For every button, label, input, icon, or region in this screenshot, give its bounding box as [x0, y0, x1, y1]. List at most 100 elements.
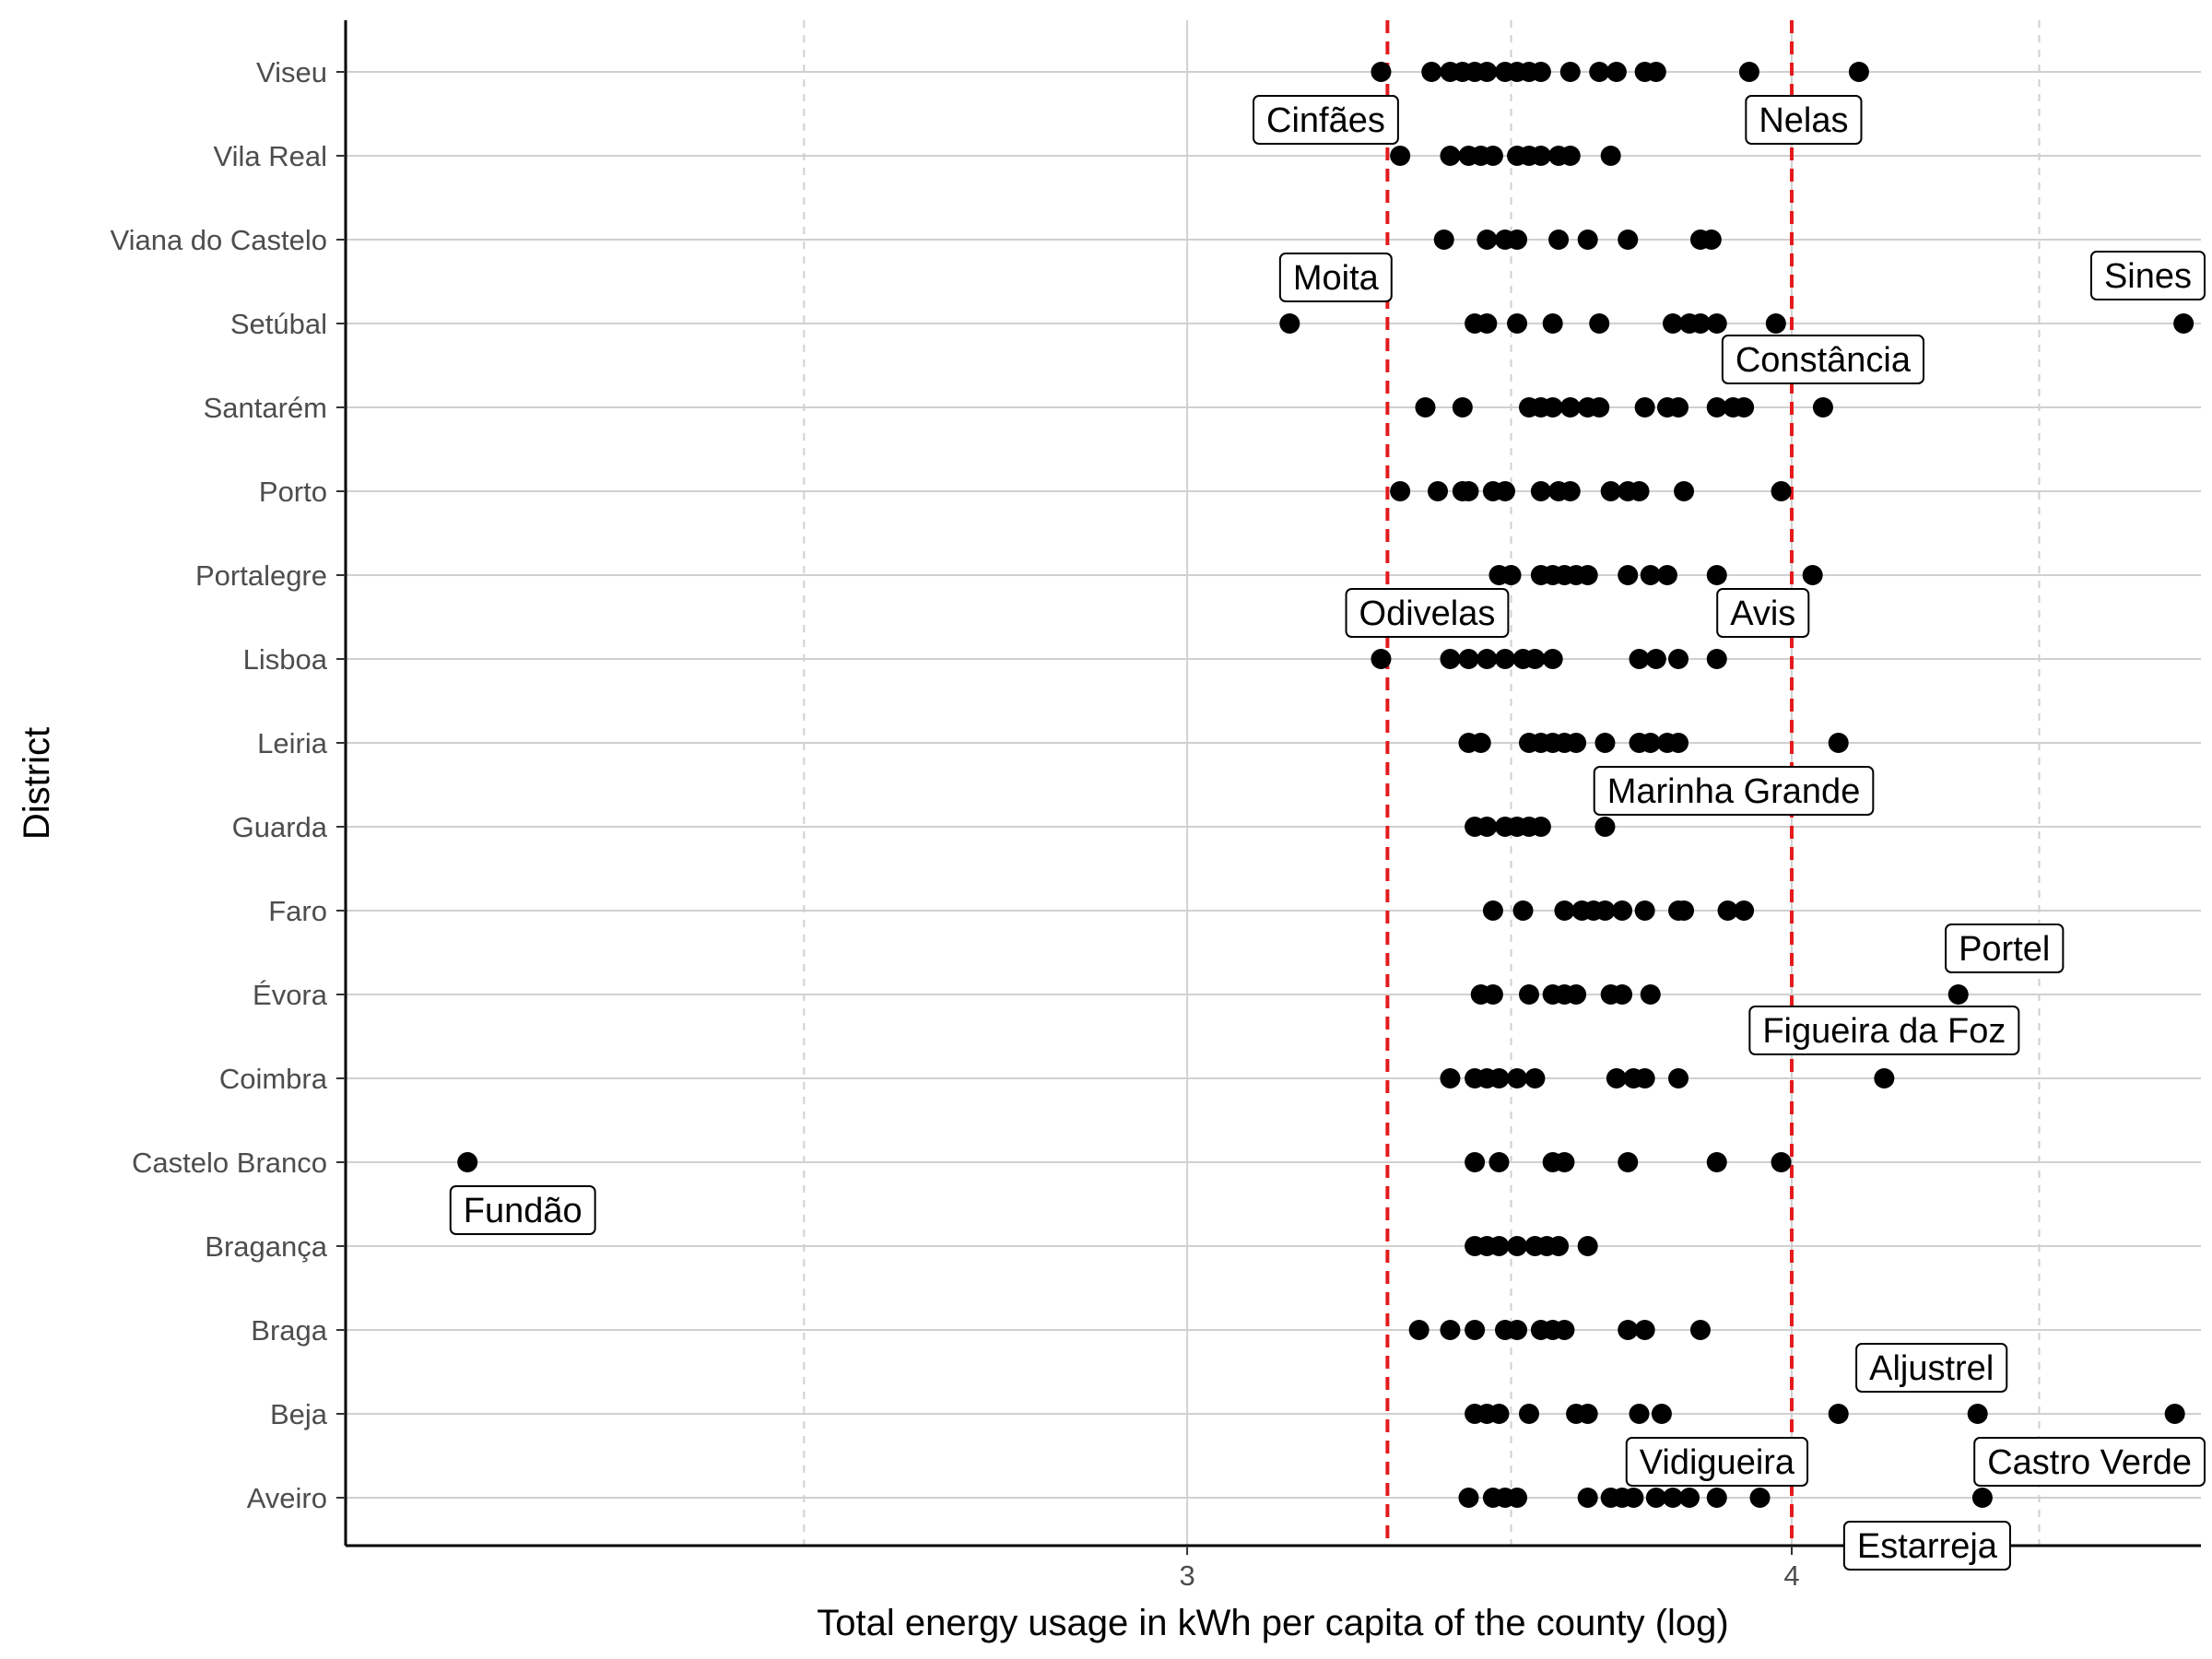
point-label-text: Aljustrel [1869, 1349, 1994, 1388]
data-point [1668, 733, 1689, 753]
data-point [1645, 62, 1666, 82]
data-point [1765, 313, 1786, 334]
point-label: Avis [1716, 588, 1810, 638]
point-label-box [1345, 588, 1510, 638]
point-label-box [1625, 1437, 1809, 1487]
data-point [1738, 62, 1759, 82]
data-point [1594, 733, 1616, 753]
data-point [1668, 397, 1689, 418]
data-point [1524, 649, 1546, 669]
data-point [1512, 900, 1534, 921]
data-point [1971, 1488, 1993, 1508]
data-point [1488, 1068, 1510, 1088]
data-point [1651, 1404, 1672, 1424]
data-point [1518, 1404, 1539, 1424]
point-label: Marinha Grande [1593, 766, 1875, 816]
data-point [1589, 313, 1610, 334]
point-label-box [1748, 1006, 2020, 1055]
data-point [2173, 313, 2194, 334]
y-tick-label: Coimbra [219, 1063, 328, 1095]
data-point [1507, 1320, 1528, 1340]
y-tick-label: Santarém [204, 392, 327, 424]
data-point [1594, 817, 1616, 837]
data-point [1689, 313, 1711, 334]
point-label-box [1842, 1521, 2011, 1571]
data-point [2164, 1404, 2185, 1424]
data-point [1606, 1068, 1627, 1088]
data-point [1566, 733, 1587, 753]
data-point [1371, 649, 1392, 669]
y-tick-label: Castelo Branco [132, 1147, 327, 1179]
data-point [1618, 1152, 1639, 1172]
data-point [1771, 481, 1792, 501]
data-point [1734, 397, 1755, 418]
data-point [1618, 229, 1639, 250]
data-point [1495, 649, 1516, 669]
data-point [1279, 313, 1300, 334]
y-tick-label: Aveiro [247, 1482, 327, 1514]
data-point [1594, 900, 1616, 921]
y-tick-label: Guarda [232, 811, 328, 843]
data-point [1530, 817, 1551, 837]
grid-layer [346, 20, 2201, 1546]
data-point [1507, 1488, 1528, 1508]
y-tick-label: Leiria [257, 727, 328, 759]
data-point [1706, 565, 1727, 585]
data-point [1577, 565, 1598, 585]
point-label-text: Figueira da Foz [1762, 1012, 2006, 1051]
data-point [1689, 1320, 1711, 1340]
data-point [1518, 984, 1539, 1005]
point-label: Aljustrel [1855, 1343, 2008, 1393]
data-point [1668, 649, 1689, 669]
data-point [1967, 1404, 1988, 1424]
data-point [1706, 1152, 1727, 1172]
data-point [1589, 397, 1610, 418]
data-point [1577, 1236, 1598, 1256]
point-label: Estarreja [1842, 1521, 2011, 1571]
data-point [1706, 1488, 1727, 1508]
point-label-box [1945, 924, 2065, 973]
data-point [1663, 313, 1684, 334]
y-tick-label: Viseu [256, 56, 327, 88]
y-tick-label: Bragança [205, 1230, 327, 1263]
data-point [1371, 62, 1392, 82]
data-point [1634, 1320, 1655, 1340]
data-point [1612, 900, 1633, 921]
data-point [1645, 1488, 1666, 1508]
data-point [1477, 229, 1498, 250]
data-point [1634, 900, 1655, 921]
data-point [1706, 649, 1727, 669]
data-point [1495, 481, 1516, 501]
point-label: Cinfães [1253, 95, 1399, 145]
data-point [1542, 397, 1563, 418]
data-point [1634, 1068, 1655, 1088]
data-point [1706, 397, 1727, 418]
data-point [1559, 397, 1581, 418]
point-label-box [449, 1185, 596, 1235]
data-point [1874, 1068, 1895, 1088]
data-point [1440, 1068, 1461, 1088]
point-label: Vidigueira [1625, 1437, 1809, 1487]
x-axis-title: Total energy usage in kWh per capita of … [817, 1603, 1728, 1643]
y-tick-label: Vila Real [213, 140, 327, 172]
point-label-box [1721, 335, 1924, 384]
data-point [1458, 481, 1479, 501]
point-label-text: Portel [1959, 930, 2050, 969]
data-point [1600, 146, 1621, 166]
y-tick-label: Setúbal [230, 308, 327, 340]
point-label-text: Sines [2104, 257, 2192, 296]
data-point [1679, 1488, 1700, 1508]
data-point [1440, 146, 1461, 166]
data-point [1577, 1488, 1598, 1508]
data-point [1548, 1236, 1570, 1256]
y-tick-labels: Aveiro Beja Braga Bragança Castelo Branco Coi… [110, 56, 346, 1514]
data-point [1421, 62, 1442, 82]
y-tick-label: Porto [259, 476, 327, 508]
point-label-text: Estarreja [1857, 1527, 1998, 1566]
y-axis-title: District [17, 727, 57, 840]
data-point [1554, 900, 1575, 921]
data-point [1559, 146, 1581, 166]
data-point [1427, 481, 1448, 501]
